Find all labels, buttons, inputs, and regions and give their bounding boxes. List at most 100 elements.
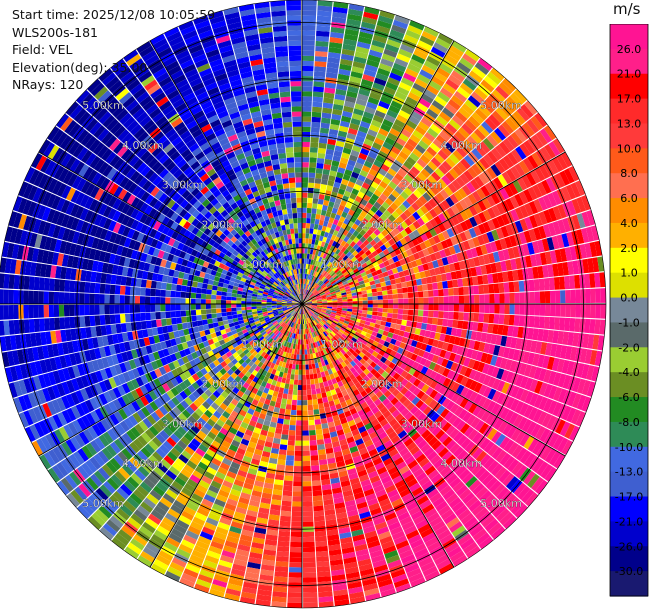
velocity-gate — [539, 146, 552, 162]
velocity-gate — [532, 241, 540, 254]
velocity-gate — [482, 209, 492, 221]
velocity-gate — [517, 269, 524, 281]
velocity-gate — [327, 368, 333, 375]
velocity-gate — [341, 195, 350, 202]
velocity-gate — [234, 345, 241, 352]
velocity-gate — [329, 332, 335, 338]
velocity-gate — [464, 378, 474, 389]
velocity-gate — [396, 114, 408, 124]
velocity-gate — [134, 423, 145, 435]
velocity-gate — [224, 540, 238, 549]
velocity-gate — [351, 265, 358, 271]
velocity-gate — [274, 566, 289, 573]
velocity-gate — [287, 352, 292, 359]
velocity-gate — [437, 281, 444, 290]
velocity-gate — [438, 385, 447, 395]
velocity-gate — [331, 207, 338, 214]
velocity-gate — [284, 383, 290, 390]
velocity-gate — [304, 324, 306, 330]
velocity-gate — [415, 278, 423, 286]
velocity-gate — [342, 304, 348, 307]
velocity-gate — [375, 319, 382, 325]
velocity-gate — [271, 442, 280, 450]
velocity-gate — [140, 551, 156, 563]
velocity-gate — [506, 96, 520, 110]
velocity-gate — [493, 418, 504, 431]
velocity-gate — [511, 149, 523, 163]
velocity-gate — [306, 299, 312, 302]
velocity-gate — [302, 445, 310, 451]
velocity-gate — [251, 398, 259, 406]
velocity-gate — [311, 470, 321, 476]
velocity-gate — [517, 485, 531, 500]
velocity-gate — [307, 202, 313, 209]
velocity-gate — [358, 447, 368, 456]
velocity-gate — [194, 434, 204, 444]
velocity-gate — [163, 402, 173, 413]
velocity-gate — [320, 312, 326, 316]
velocity-gate — [438, 164, 449, 175]
velocity-gate — [293, 471, 302, 477]
velocity-gate — [404, 381, 413, 390]
velocity-gate — [263, 326, 270, 331]
velocity-gate — [401, 264, 408, 271]
velocity-gate — [456, 449, 468, 462]
velocity-gate — [337, 337, 344, 344]
velocity-gate — [491, 402, 501, 415]
velocity-gate — [386, 109, 398, 119]
velocity-gate — [339, 374, 346, 381]
velocity-gate — [65, 439, 77, 454]
velocity-gate — [257, 401, 264, 409]
velocity-gate — [346, 436, 355, 444]
velocity-gate — [435, 274, 443, 283]
velocity-gate — [472, 322, 479, 332]
velocity-gate — [317, 315, 323, 320]
velocity-gate — [528, 200, 539, 215]
velocity-gate — [346, 290, 352, 295]
velocity-gate — [346, 350, 353, 357]
velocity-gate — [133, 509, 148, 522]
velocity-gate — [151, 436, 163, 448]
velocity-gate — [366, 426, 376, 435]
velocity-gate — [265, 327, 271, 333]
velocity-gate — [180, 468, 192, 479]
velocity-gate — [451, 392, 460, 403]
velocity-gate — [275, 469, 285, 476]
velocity-gate — [548, 277, 555, 291]
velocity-gate — [428, 310, 434, 318]
velocity-gate — [594, 350, 603, 367]
velocity-gate — [310, 287, 315, 293]
velocity-gate — [380, 145, 391, 155]
velocity-gate — [381, 435, 391, 445]
velocity-gate — [371, 119, 382, 128]
velocity-gate — [328, 339, 334, 345]
velocity-gate — [506, 152, 519, 166]
velocity-gate — [316, 208, 322, 215]
velocity-gate — [363, 111, 374, 120]
velocity-gate — [399, 342, 407, 349]
velocity-gate — [344, 329, 351, 335]
velocity-gate — [564, 247, 573, 262]
velocity-gate — [264, 539, 278, 546]
velocity-gate — [365, 493, 377, 502]
velocity-gate — [267, 378, 273, 385]
velocity-gate — [402, 287, 408, 294]
velocity-gate — [366, 228, 374, 236]
velocity-gate — [337, 304, 343, 306]
velocity-gate — [404, 226, 413, 235]
velocity-gate — [230, 398, 239, 406]
velocity-gate — [256, 324, 263, 330]
velocity-gate — [311, 288, 316, 293]
velocity-gate — [302, 45, 315, 51]
velocity-gate — [332, 218, 339, 226]
velocity-gate — [169, 353, 178, 362]
velocity-gate — [468, 312, 475, 322]
velocity-gate — [338, 227, 345, 234]
velocity-gate — [340, 349, 347, 356]
velocity-gate — [293, 379, 299, 385]
velocity-gate — [405, 67, 419, 78]
velocity-gate — [425, 344, 433, 353]
velocity-gate — [431, 426, 442, 437]
velocity-gate — [530, 115, 544, 131]
velocity-gate — [359, 413, 368, 422]
